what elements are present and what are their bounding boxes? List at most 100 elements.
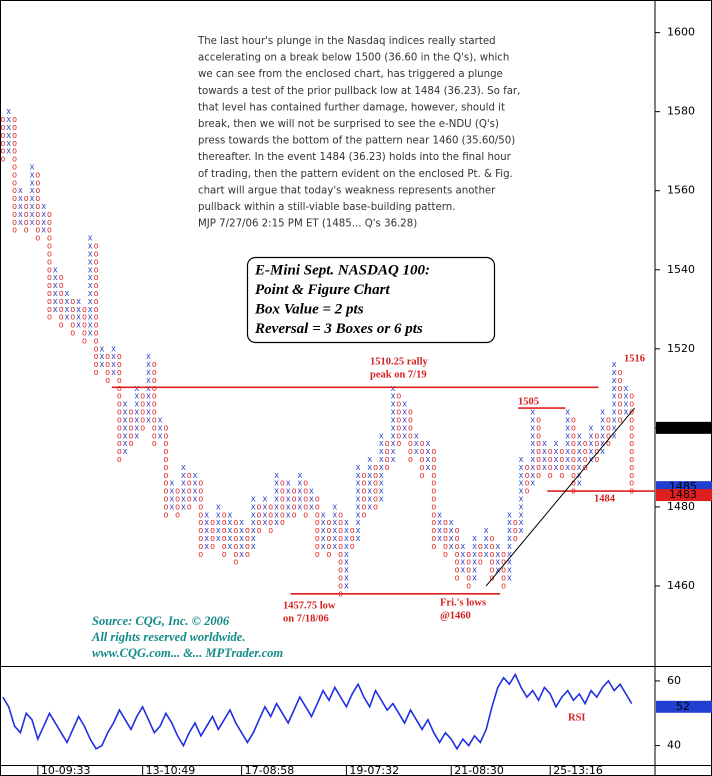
pf-box: o: [443, 542, 448, 552]
pf-box: o: [326, 550, 331, 560]
pf-box: o: [291, 495, 296, 505]
pf-box: o: [187, 502, 192, 512]
pf-box: x: [542, 455, 547, 465]
pf-box: o: [326, 542, 331, 552]
pf-box: o: [338, 534, 343, 544]
pf-box: x: [356, 510, 361, 520]
pf-box: x: [356, 534, 361, 544]
pf-box: o: [501, 558, 506, 568]
pf-box: o: [245, 526, 250, 536]
pf-box: x: [519, 510, 524, 520]
pf-box: o: [291, 510, 296, 520]
x-tick-label: 13-10:49: [146, 764, 196, 776]
pf-box: x: [251, 542, 256, 552]
pf-box: x: [507, 566, 512, 576]
pf-box: x: [356, 518, 361, 528]
pf-box: o: [0, 147, 5, 157]
pf-box: x: [18, 186, 23, 196]
pf-column: xxx: [99, 344, 104, 370]
pf-box: x: [495, 542, 500, 552]
pf-box: x: [565, 431, 570, 441]
annotation: Fri.'s lows: [440, 597, 486, 608]
pf-box: o: [128, 415, 133, 425]
pf-box: o: [303, 487, 308, 497]
pf-box: o: [431, 471, 436, 481]
pf-box: x: [519, 526, 524, 536]
pf-box: x: [158, 415, 163, 425]
pf-column: ooo: [513, 518, 518, 544]
pf-box: x: [472, 542, 477, 552]
pf-box: o: [361, 471, 366, 481]
pf-box: x: [612, 423, 617, 433]
pf-box: x: [472, 558, 477, 568]
pf-box: x: [251, 510, 256, 520]
pf-box: x: [344, 581, 349, 591]
pf-box: x: [390, 423, 395, 433]
source-note: www.CQG.com... &... MPTrader.com: [92, 646, 283, 660]
pf-box: x: [356, 487, 361, 497]
pf-box: x: [367, 479, 372, 489]
commentary-line: that level has contained further damage,…: [198, 102, 505, 113]
pf-box: o: [94, 265, 99, 275]
pf-box: x: [379, 447, 384, 457]
pf-box: x: [134, 423, 139, 433]
pf-box: x: [297, 487, 302, 497]
pf-box: o: [163, 431, 168, 441]
pf-box: x: [356, 502, 361, 512]
pf-box: x: [600, 423, 605, 433]
pf-box: x: [134, 415, 139, 425]
pf-box: o: [338, 581, 343, 591]
pf-box: x: [309, 487, 314, 497]
pf-box: x: [332, 510, 337, 520]
pf-box: x: [344, 542, 349, 552]
pf-box: x: [169, 479, 174, 489]
commentary-line: pullback within a still-viable base-buil…: [198, 202, 455, 213]
pf-box: x: [321, 534, 326, 544]
pf-box: x: [227, 542, 232, 552]
pf-box: x: [600, 431, 605, 441]
pf-box: x: [88, 329, 93, 339]
pf-box: o: [536, 455, 541, 465]
pf-box: x: [18, 194, 23, 204]
pf-box: o: [385, 447, 390, 457]
pf-box: x: [437, 510, 442, 520]
pf-box: o: [222, 526, 227, 536]
pf-box: x: [612, 415, 617, 425]
pf-box: o: [47, 273, 52, 283]
pf-box: x: [123, 415, 128, 425]
pf-box: o: [198, 518, 203, 528]
pf-box: o: [583, 439, 588, 449]
pf-box: o: [0, 115, 5, 125]
pf-box: x: [88, 313, 93, 323]
annotation: 1516: [624, 353, 645, 364]
pf-box: x: [309, 502, 314, 512]
pf-box: x: [530, 455, 535, 465]
pf-box: o: [338, 510, 343, 520]
pf-box: o: [12, 194, 17, 204]
pf-box: x: [227, 534, 232, 544]
pf-box: o: [82, 336, 87, 346]
pf-box: o: [0, 155, 5, 165]
pf-box: x: [379, 471, 384, 481]
pf-box: x: [379, 455, 384, 465]
pf-box: o: [94, 344, 99, 354]
pf-box: x: [449, 526, 454, 536]
pf-box: o: [105, 376, 110, 386]
pf-box: x: [449, 518, 454, 528]
pf-box: x: [612, 368, 617, 378]
pf-box: o: [128, 431, 133, 441]
pf-box: o: [163, 423, 168, 433]
pf-box: o: [24, 202, 29, 212]
pf-box: o: [94, 352, 99, 362]
pf-box: x: [262, 502, 267, 512]
pf-box: o: [536, 423, 541, 433]
pf-box: o: [140, 415, 145, 425]
